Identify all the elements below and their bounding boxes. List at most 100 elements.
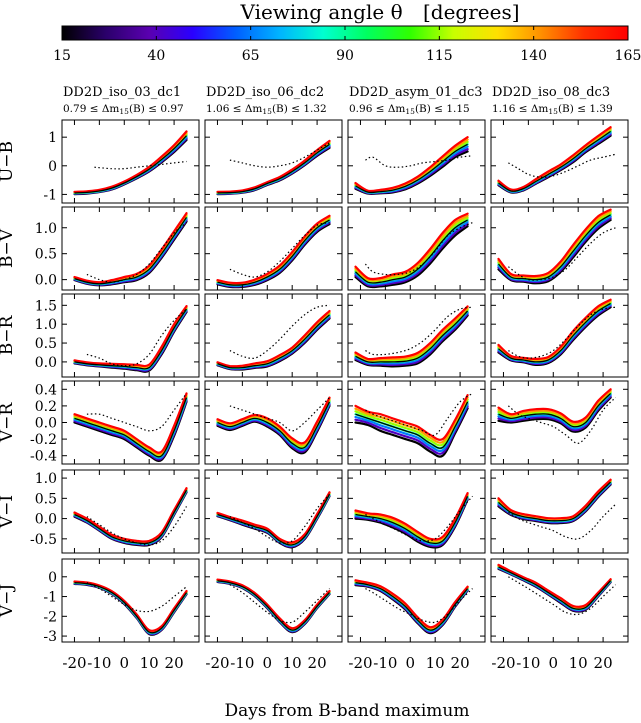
row-labels: U−B B−V B−R V−R V−I V−J <box>0 141 17 618</box>
model-curve <box>354 212 469 281</box>
colorbar-title-unit: [degrees] <box>423 0 520 24</box>
model-mean-curve <box>498 392 612 428</box>
panel-frame <box>490 293 629 378</box>
model-curve <box>73 133 188 194</box>
model-curve <box>354 394 469 441</box>
panel-frame <box>347 119 486 204</box>
y-tick-label: 0.0 <box>35 355 57 371</box>
model-curve <box>73 217 188 286</box>
model-curve <box>354 136 469 193</box>
model-curve <box>354 306 469 362</box>
model-curve <box>354 312 469 367</box>
x-tick-label: 10 <box>569 654 588 672</box>
model-mean-curve <box>355 219 468 284</box>
colorbar-tick-label: 65 <box>242 48 260 64</box>
model-name: DD2D_iso_03_dc1 <box>63 85 181 100</box>
observed-curve <box>229 397 330 432</box>
model-curve <box>216 143 331 195</box>
row-ylabel: V−J <box>0 584 17 619</box>
observed-curve <box>229 222 330 278</box>
panel <box>204 293 343 378</box>
colorbar-tick-label: 165 <box>615 48 641 64</box>
panel <box>490 206 629 291</box>
model-mean-curve <box>498 130 611 192</box>
panel <box>347 119 486 204</box>
observed-curve <box>508 306 616 359</box>
model-curve <box>216 578 331 630</box>
panel-frame <box>490 469 629 554</box>
model-curve <box>73 213 188 284</box>
model-curve <box>73 137 188 195</box>
x-tick-label: 0 <box>405 654 415 672</box>
y-tick-label: -0.4 <box>30 449 57 465</box>
model-curve <box>216 491 331 544</box>
model-mean-curve <box>74 217 188 285</box>
observed-curve <box>365 495 473 542</box>
y-tick-label: 1 <box>48 130 57 146</box>
model-curve <box>73 136 188 195</box>
y-tick-label: 0 <box>48 159 57 175</box>
model-curve <box>354 498 469 549</box>
y-tick-label: 1.0 <box>35 471 57 487</box>
observed-curve <box>86 506 188 546</box>
y-tick-label: 0.5 <box>35 247 57 263</box>
y-tick-label: 0 <box>48 570 57 586</box>
panel <box>347 380 486 465</box>
model-mean-curve <box>498 214 611 281</box>
model-curve <box>354 492 469 541</box>
panel-frame <box>61 119 200 204</box>
panel-frame <box>61 206 200 291</box>
x-tick-label: 0 <box>262 654 272 672</box>
model-curve <box>73 487 188 544</box>
y-tick-label: -0.5 <box>30 532 57 548</box>
model-mean-curve <box>498 481 612 522</box>
model-mean-curve <box>498 302 611 363</box>
panel: 0.0 0.5 1.0 1.5 <box>35 293 200 378</box>
model-curve <box>354 214 469 282</box>
observed-curve <box>365 155 473 168</box>
panel <box>204 558 343 643</box>
panel <box>347 293 486 378</box>
model-curve <box>73 580 188 632</box>
observed-curve <box>508 503 616 540</box>
y-tick-label: 0.5 <box>35 336 57 352</box>
column-headers: DD2D_iso_03_dc1 0.79 ≤ Δm15(B) ≤ 0.97 DD2D… <box>63 85 613 116</box>
panel <box>490 380 629 465</box>
model-dm15-range: 1.06 ≤ Δm15(B) ≤ 1.32 <box>206 103 327 116</box>
model-mean-curve <box>355 582 469 631</box>
model-curve <box>73 131 188 194</box>
model-curve <box>216 580 331 632</box>
observed-curve <box>508 227 616 281</box>
model-curve <box>354 402 469 453</box>
panel-frame <box>490 206 629 291</box>
model-mean-curve <box>74 397 188 458</box>
panel: -1 0 1 <box>43 119 200 204</box>
model-curve <box>354 398 469 447</box>
model-dm15-range: 0.96 ≤ Δm15(B) ≤ 1.15 <box>349 103 470 116</box>
y-tick-label: -2 <box>43 609 57 625</box>
observed-curve <box>86 222 187 283</box>
panel <box>204 119 343 204</box>
model-curve <box>354 405 469 455</box>
panel <box>204 380 343 465</box>
model-curve <box>216 309 331 368</box>
panel-frame <box>490 558 629 643</box>
model-curve <box>497 126 612 191</box>
row-ylabel: B−R <box>0 315 17 356</box>
model-mean-curve <box>217 219 330 286</box>
y-tick-label: 0.5 <box>35 491 57 507</box>
model-curve <box>73 130 188 193</box>
panel <box>490 469 629 554</box>
model-name: DD2D_iso_06_dc2 <box>206 85 324 100</box>
y-tick-label: -0.2 <box>30 432 57 448</box>
model-mean-curve <box>355 496 469 545</box>
x-tick-labels: -20 -10 0 10 20 -20 -10 0 10 20 -20 -10 0 10 20 -20 -10 0… <box>62 654 612 672</box>
model-curve <box>497 208 612 278</box>
model-curve <box>73 400 188 463</box>
y-tick-label: 1.5 <box>35 298 57 314</box>
x-tick-label: 10 <box>426 654 445 672</box>
model-mean-curve <box>74 308 188 370</box>
model-dm15-range: 0.79 ≤ Δm15(B) ≤ 0.97 <box>63 103 184 116</box>
model-mean-curve <box>355 143 468 194</box>
model-mean-curve <box>217 314 330 369</box>
